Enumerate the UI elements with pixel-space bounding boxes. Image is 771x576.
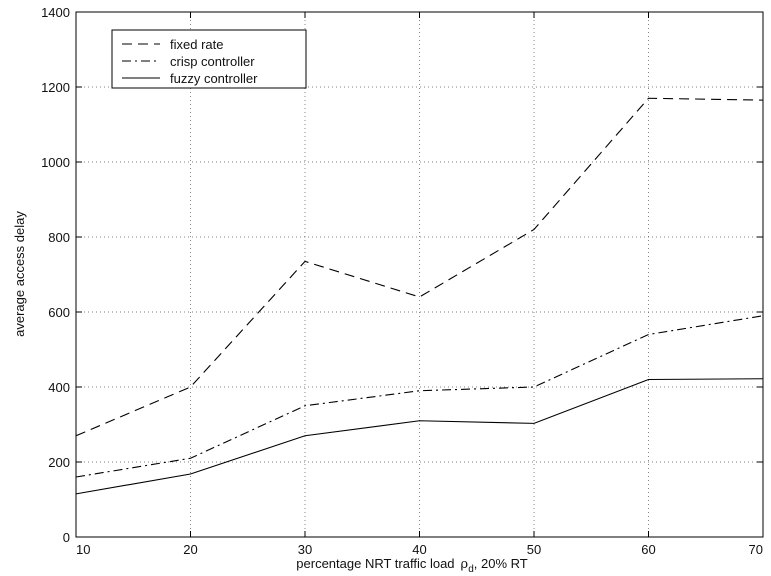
y-tick-label: 800 (48, 230, 70, 245)
x-tick-label: 20 (183, 542, 197, 557)
series-line-fixed-rate (75, 97, 764, 437)
y-tick-label: 600 (48, 305, 70, 320)
plot-background (76, 12, 763, 537)
x-axis-label-suffix: , 20% RT (474, 556, 528, 571)
x-tick-label: 40 (412, 542, 426, 557)
y-axis-label: average access delay (12, 211, 27, 337)
legend-label: fuzzy controller (170, 71, 258, 86)
legend: fixed rate crisp controller fuzzy controll… (111, 29, 307, 89)
grid-lines (76, 12, 763, 537)
x-axis-label-symbol: ρ (461, 557, 469, 572)
y-tick-label: 200 (48, 455, 70, 470)
x-axis-label-prefix: percentage NRT traffic load (296, 556, 454, 571)
series-line-fuzzy-controller (75, 378, 764, 495)
legend-label: crisp controller (170, 54, 255, 69)
y-tick-label: 0 (63, 530, 70, 545)
y-tick-label: 1400 (41, 5, 70, 20)
y-tick-label: 1200 (41, 80, 70, 95)
x-axis-label: percentage NRT traffic load ρd, 20% RT (296, 556, 527, 575)
x-tick-label: 10 (76, 542, 90, 557)
axis-ticks: 10 20 30 40 50 60 70 0 200 400 600 800 1000 1200 1400 (41, 5, 764, 557)
x-tick-label: 30 (298, 542, 312, 557)
x-axis-label-subscript: d (468, 564, 474, 575)
series-group (75, 97, 764, 495)
x-tick-label: 70 (749, 542, 763, 557)
legend-label: fixed rate (170, 37, 223, 52)
series-line-crisp-controller (75, 315, 764, 478)
y-tick-label: 1000 (41, 155, 70, 170)
x-tick-label: 60 (641, 542, 655, 557)
y-tick-label: 400 (48, 380, 70, 395)
x-tick-label: 50 (527, 542, 541, 557)
